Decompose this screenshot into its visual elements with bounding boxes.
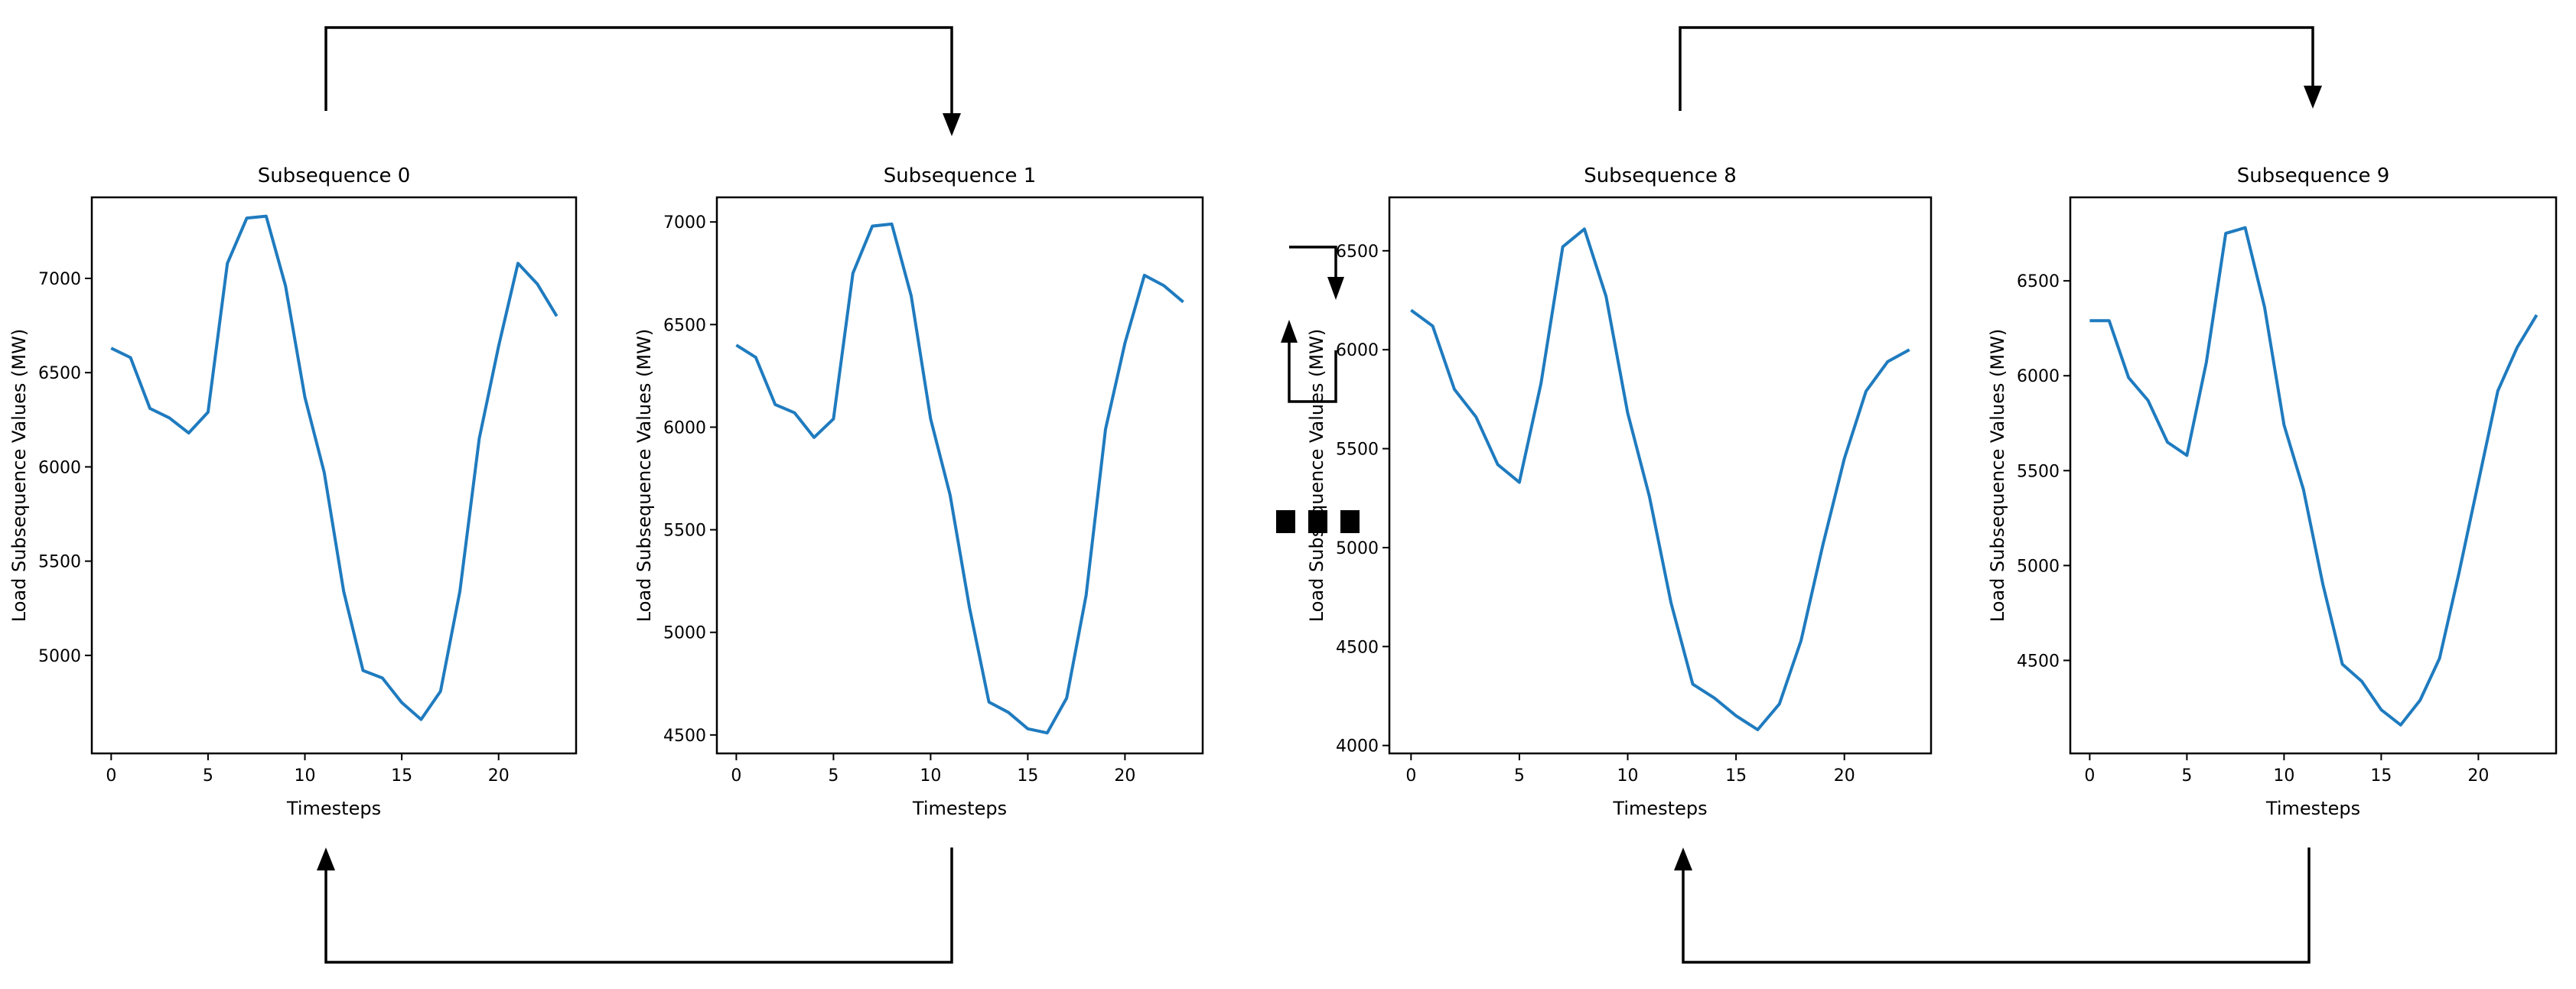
plot-frame: [715, 196, 1204, 755]
x-tick-label: 10: [295, 766, 316, 786]
cycle-arrow-right: [1289, 246, 1337, 281]
x-tick-label: 10: [1617, 766, 1639, 786]
chart-subsequence-0: Subsequence 0 0 5 10 15 20 5000 5500 6000 6500 700…: [8, 164, 578, 819]
y-tick-label: 6500: [2017, 272, 2060, 291]
arrowhead-down-icon: [943, 113, 961, 136]
y-axis-label: Load Subsequence Values (MW): [8, 329, 30, 622]
chart-subsequence-1: Subsequence 1 0 5 10 15 20 4500 5000 5500 6000 650…: [633, 164, 1204, 819]
x-tick-label: 15: [2370, 766, 2392, 786]
ellipsis-dot: [1276, 510, 1295, 533]
y-tick-label: 5000: [38, 647, 81, 666]
arrow-bottom-1-to-0: [324, 847, 953, 964]
ellipsis-dot: [1308, 510, 1327, 533]
x-tick-label: 20: [488, 766, 510, 786]
x-tick-label: 0: [106, 766, 116, 786]
y-tick-label: 5500: [663, 522, 706, 541]
arrowhead-down-icon: [2304, 86, 2322, 109]
y-tick-label: 6000: [2017, 367, 2060, 386]
y-axis-label: Load Subsequence Values (MW): [633, 329, 655, 622]
connector-arrows: [324, 26, 2314, 964]
chart-title: Subsequence 0: [258, 164, 411, 187]
chart-title: Subsequence 1: [884, 164, 1037, 187]
y-axis-label: Load Subsequence Values (MW): [1987, 329, 2008, 622]
x-tick-label: 5: [828, 766, 839, 786]
x-axis-label: Timesteps: [286, 798, 381, 819]
y-tick-label: 5000: [663, 624, 706, 643]
y-tick-label: 7000: [663, 213, 706, 233]
series-line: [110, 214, 559, 721]
y-tick-label: 5000: [2017, 557, 2060, 576]
chart-title: Subsequence 8: [1584, 164, 1737, 187]
series-line: [2089, 226, 2539, 727]
x-axis-label: Timesteps: [1612, 798, 1707, 819]
chart-title: Subsequence 9: [2237, 164, 2390, 187]
x-tick-label: 0: [2084, 766, 2095, 786]
y-tick-label: 4500: [1336, 638, 1379, 657]
y-tick-label: 4000: [1336, 737, 1379, 756]
y-tick-label: 5500: [38, 553, 81, 572]
y-tick-label: 6500: [38, 364, 81, 383]
x-tick-label: 20: [1114, 766, 1135, 786]
x-tick-label: 15: [1725, 766, 1747, 786]
x-tick-label: 5: [1514, 766, 1525, 786]
arrow-top-8-to-9: [1679, 26, 2314, 111]
y-tick-label: 4500: [663, 727, 706, 746]
x-tick-label: 15: [1017, 766, 1038, 786]
plot-frame: [90, 196, 578, 755]
plot-frame: [2069, 196, 2558, 755]
charts: Subsequence 00 5 10 15 205000550060006500700…: [8, 164, 2558, 819]
plot-frame: [1388, 196, 1933, 755]
y-axis-label: Load Subsequence Values (MW): [1306, 329, 1327, 622]
ellipsis-icon: [1276, 510, 1360, 533]
arrowhead-down-icon: [1327, 277, 1344, 300]
x-tick-label: 10: [2273, 766, 2294, 786]
x-axis-label: Timesteps: [912, 798, 1007, 819]
x-tick-label: 10: [920, 766, 941, 786]
x-tick-label: 15: [391, 766, 412, 786]
arrowhead-up-icon: [317, 847, 335, 870]
arrow-top-0-to-1: [324, 26, 953, 121]
y-tick-label: 7000: [38, 270, 81, 289]
x-tick-label: 0: [731, 766, 741, 786]
cycle-arrow-left: [1288, 343, 1337, 403]
ellipsis-dot: [1340, 510, 1360, 533]
y-tick-label: 6500: [663, 316, 706, 335]
x-tick-label: 0: [1405, 766, 1416, 786]
y-tick-label: 5500: [1336, 441, 1379, 460]
arrowheads: [317, 86, 2322, 870]
chart-subsequence-2: Subsequence 8 0 5 10 15 20 4000 4500 5000 5500 600…: [1306, 164, 1933, 819]
y-tick-label: 6000: [38, 458, 81, 477]
series-line: [1410, 227, 1910, 731]
y-tick-label: 6000: [663, 418, 706, 438]
arrow-bottom-9-to-8: [1682, 847, 2311, 964]
y-tick-label: 5000: [1336, 539, 1379, 558]
y-tick-label: 4500: [2017, 652, 2060, 671]
x-tick-label: 20: [1834, 766, 1855, 786]
x-axis-label: Timesteps: [2265, 798, 2360, 819]
y-tick-label: 6500: [1336, 242, 1379, 262]
y-tick-label: 6000: [1336, 341, 1379, 360]
y-tick-label: 5500: [2017, 462, 2060, 481]
x-tick-label: 5: [203, 766, 213, 786]
arrowhead-up-icon: [1281, 320, 1298, 343]
chart-subsequence-3: Subsequence 9 0 5 10 15 20 4500 5000 5500 6000 650…: [1987, 164, 2558, 819]
series-line: [735, 222, 1184, 735]
arrowhead-up-icon: [1674, 847, 1692, 870]
x-tick-label: 20: [2467, 766, 2489, 786]
x-tick-label: 5: [2181, 766, 2192, 786]
